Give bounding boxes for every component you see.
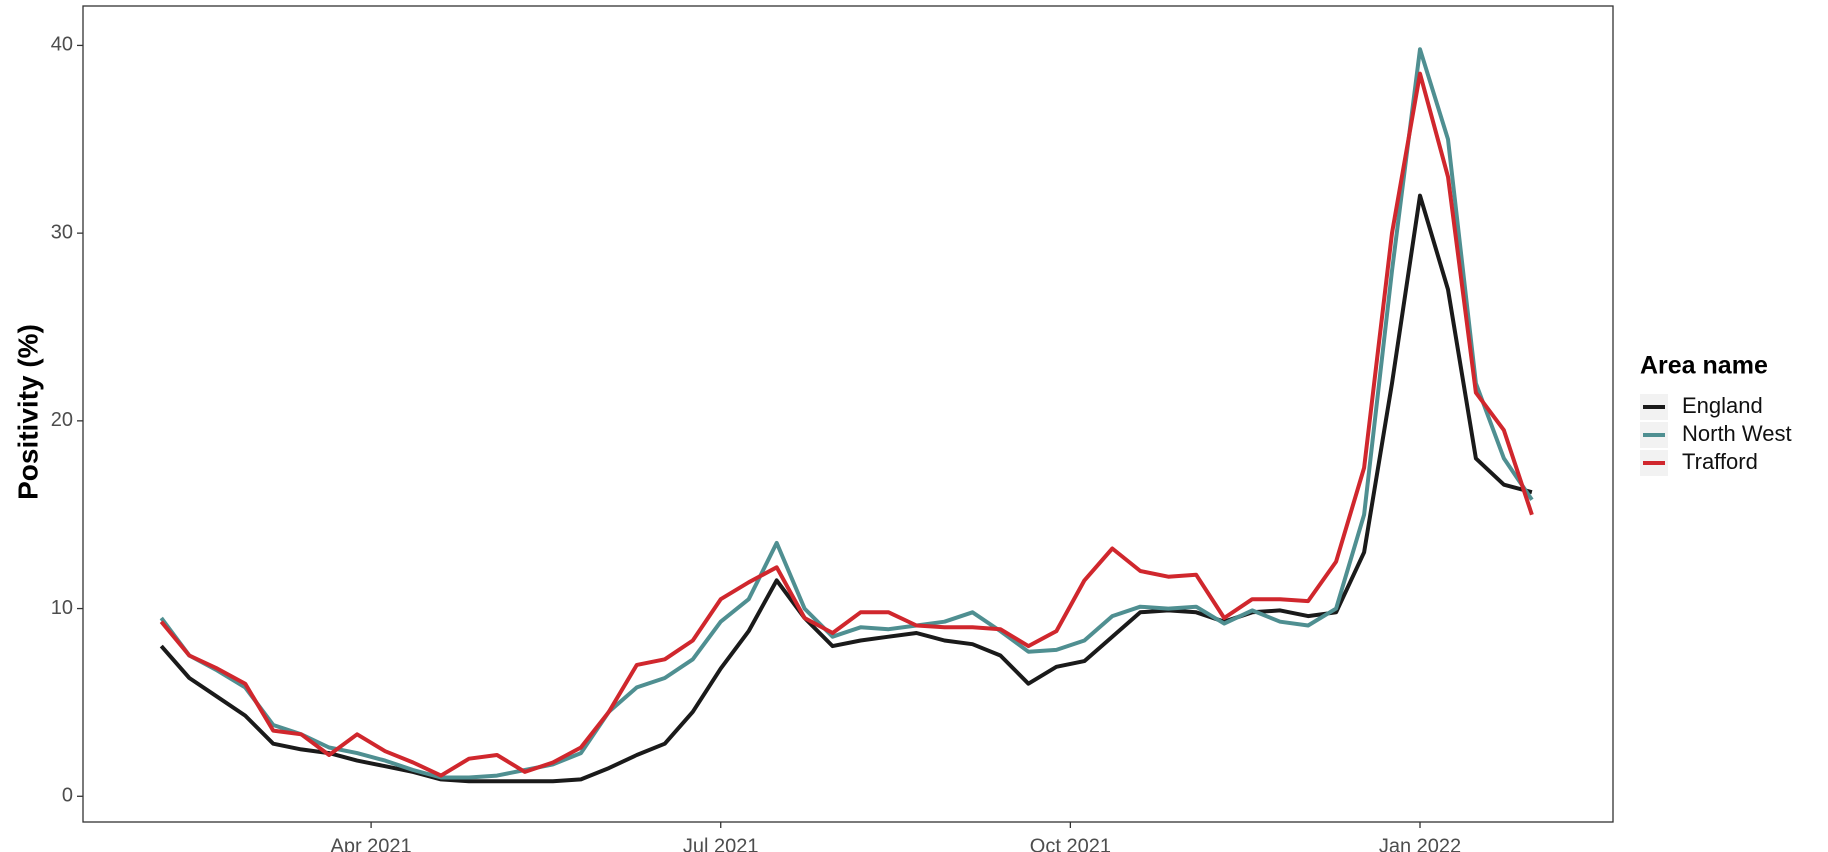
x-tick-label: Jan 2022 [1379, 835, 1461, 852]
x-tick-label: Oct 2021 [1030, 835, 1111, 852]
x-tick-label: Apr 2021 [331, 835, 412, 852]
series-line [159, 47, 1534, 780]
legend-label: Trafford [1682, 449, 1758, 474]
y-tick-label: 0 [62, 785, 73, 807]
legend-label: North West [1682, 421, 1792, 446]
y-axis-title: Positivity (%) [12, 324, 43, 500]
legend-label: England [1682, 393, 1763, 418]
series-line [159, 71, 1534, 778]
y-tick-label: 40 [51, 34, 73, 56]
y-tick-label: 30 [51, 221, 73, 243]
series-line [159, 193, 1533, 784]
legend-title: Area name [1640, 352, 1768, 380]
y-tick-label: 10 [51, 597, 73, 619]
y-tick-label: 20 [51, 409, 73, 431]
x-tick-label: Jul 2021 [683, 835, 759, 852]
plot-border [82, 5, 1614, 823]
